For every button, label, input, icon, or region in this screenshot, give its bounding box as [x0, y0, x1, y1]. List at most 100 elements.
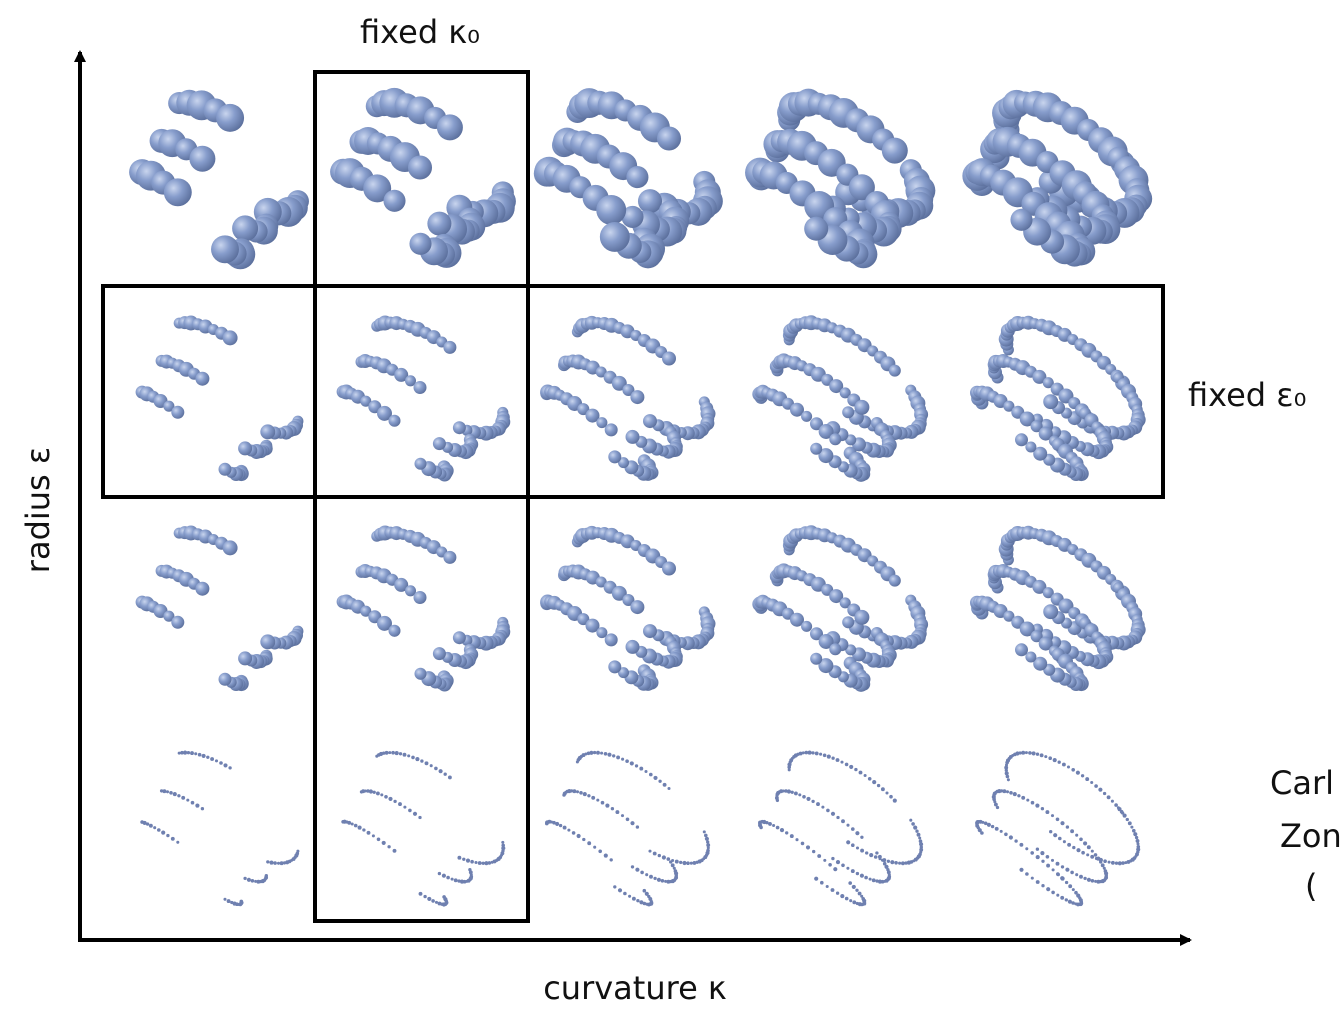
sphere [841, 864, 845, 868]
sphere [648, 850, 651, 853]
sphere [579, 791, 583, 795]
sphere [823, 859, 826, 862]
sphere [577, 834, 581, 838]
sphere [367, 831, 371, 835]
sphere [559, 824, 562, 827]
sphere [649, 875, 653, 879]
sphere [878, 855, 882, 859]
sphere [219, 673, 232, 686]
sphere [855, 831, 859, 835]
sphere [280, 861, 284, 865]
sphere [849, 765, 853, 769]
sphere [638, 189, 662, 213]
sphere [403, 753, 407, 757]
sphere [1114, 803, 1118, 807]
sphere [215, 759, 218, 762]
sphere [909, 819, 912, 822]
sphere [443, 341, 456, 354]
sphere [893, 799, 897, 803]
sphere [1090, 855, 1094, 859]
sphere [865, 851, 868, 854]
sphere [841, 819, 845, 823]
sphere [611, 807, 614, 810]
sphere [462, 858, 465, 861]
sphere [1053, 758, 1057, 762]
sphere [1076, 848, 1080, 852]
sphere [787, 789, 791, 793]
sphere [408, 155, 432, 179]
sphere [1025, 872, 1029, 876]
sphere [630, 390, 644, 404]
sphere [869, 878, 872, 881]
sphere [816, 802, 820, 806]
sphere [216, 104, 244, 132]
sphere-cell [970, 316, 1146, 481]
sphere [1098, 788, 1102, 792]
side-note: Zon [1280, 817, 1340, 855]
sphere [1021, 751, 1025, 755]
sphere [1108, 861, 1111, 864]
sphere [362, 828, 365, 831]
sphere [466, 859, 470, 863]
sphere [1068, 900, 1072, 904]
sphere [1060, 896, 1064, 900]
sphere [860, 849, 864, 853]
sphere [612, 754, 615, 757]
sphere [1128, 821, 1132, 825]
sphere [854, 400, 869, 415]
sphere [1041, 884, 1044, 887]
sphere [846, 867, 849, 870]
sphere [1063, 840, 1066, 843]
sphere [457, 856, 461, 860]
sphere [1040, 753, 1044, 757]
sphere [195, 582, 209, 596]
sphere [705, 837, 709, 841]
fixed-epsilon-label: fixed ε₀ [1188, 376, 1306, 414]
sphere [444, 773, 447, 776]
sphere [856, 846, 859, 849]
sphere [704, 834, 708, 838]
sphere [991, 825, 994, 828]
sphere [1075, 834, 1078, 837]
sphere [636, 825, 639, 828]
sphere [662, 562, 676, 576]
sphere [623, 892, 627, 896]
sphere [791, 791, 794, 794]
sphere [198, 753, 202, 757]
sphere [1066, 825, 1069, 828]
sphere [598, 850, 602, 854]
sphere [190, 751, 194, 755]
sphere [1036, 753, 1039, 756]
sphere [177, 794, 180, 797]
sphere [157, 828, 161, 832]
sphere [1094, 784, 1098, 788]
sphere [171, 837, 175, 841]
sphere [448, 775, 452, 779]
sphere [1091, 850, 1094, 853]
sphere [1053, 833, 1057, 837]
sphere [798, 793, 801, 796]
sphere [238, 651, 252, 665]
sphere [358, 826, 362, 830]
sphere [831, 757, 834, 760]
sphere [1035, 804, 1039, 808]
sphere [482, 862, 485, 865]
sphere [433, 647, 446, 660]
sphere [836, 860, 840, 864]
sphere [667, 787, 670, 790]
y-axis-label: radius ε [19, 447, 57, 573]
sphere [596, 195, 626, 225]
sphere [621, 814, 624, 817]
sphere [626, 640, 640, 654]
sphere-cell [136, 316, 304, 482]
sphere [434, 767, 438, 771]
sphere [1056, 894, 1059, 897]
sphere [1115, 862, 1118, 865]
sphere [848, 881, 852, 885]
sphere [635, 868, 639, 872]
sphere [232, 215, 258, 241]
sphere [877, 784, 880, 787]
sphere [608, 660, 621, 673]
sphere [840, 761, 843, 764]
sphere [801, 621, 812, 632]
